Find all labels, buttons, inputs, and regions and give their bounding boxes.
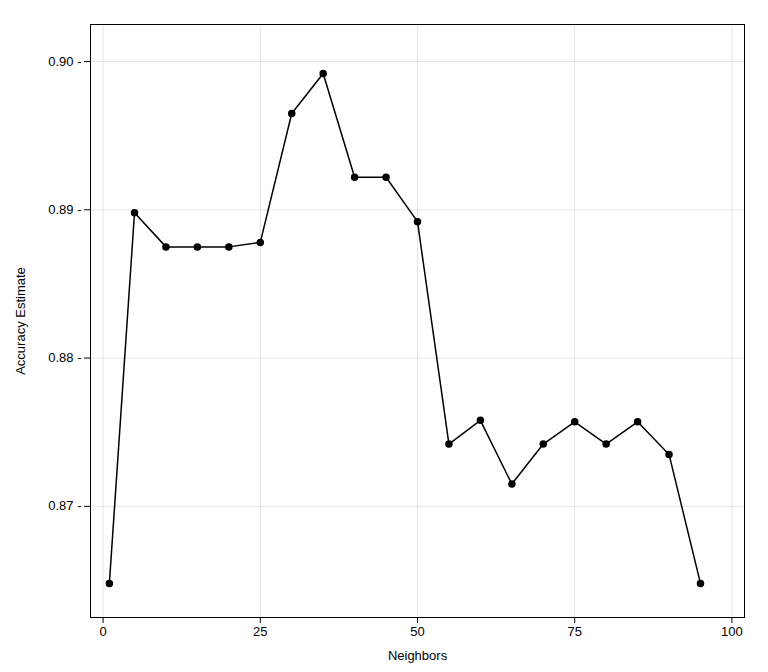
svg-text:0.87 -: 0.87 -	[48, 498, 81, 513]
svg-text:25: 25	[253, 624, 267, 639]
svg-text:0.88 -: 0.88 -	[48, 350, 81, 365]
svg-text:75: 75	[567, 624, 581, 639]
svg-text:0: 0	[99, 624, 106, 639]
svg-text:100: 100	[721, 624, 743, 639]
svg-text:0.89 -: 0.89 -	[48, 202, 81, 217]
svg-text:Neighbors: Neighbors	[388, 648, 448, 663]
svg-text:0.90 -: 0.90 -	[48, 54, 81, 69]
svg-text:50: 50	[410, 624, 424, 639]
svg-text:Accuracy Estimate: Accuracy Estimate	[13, 267, 28, 375]
